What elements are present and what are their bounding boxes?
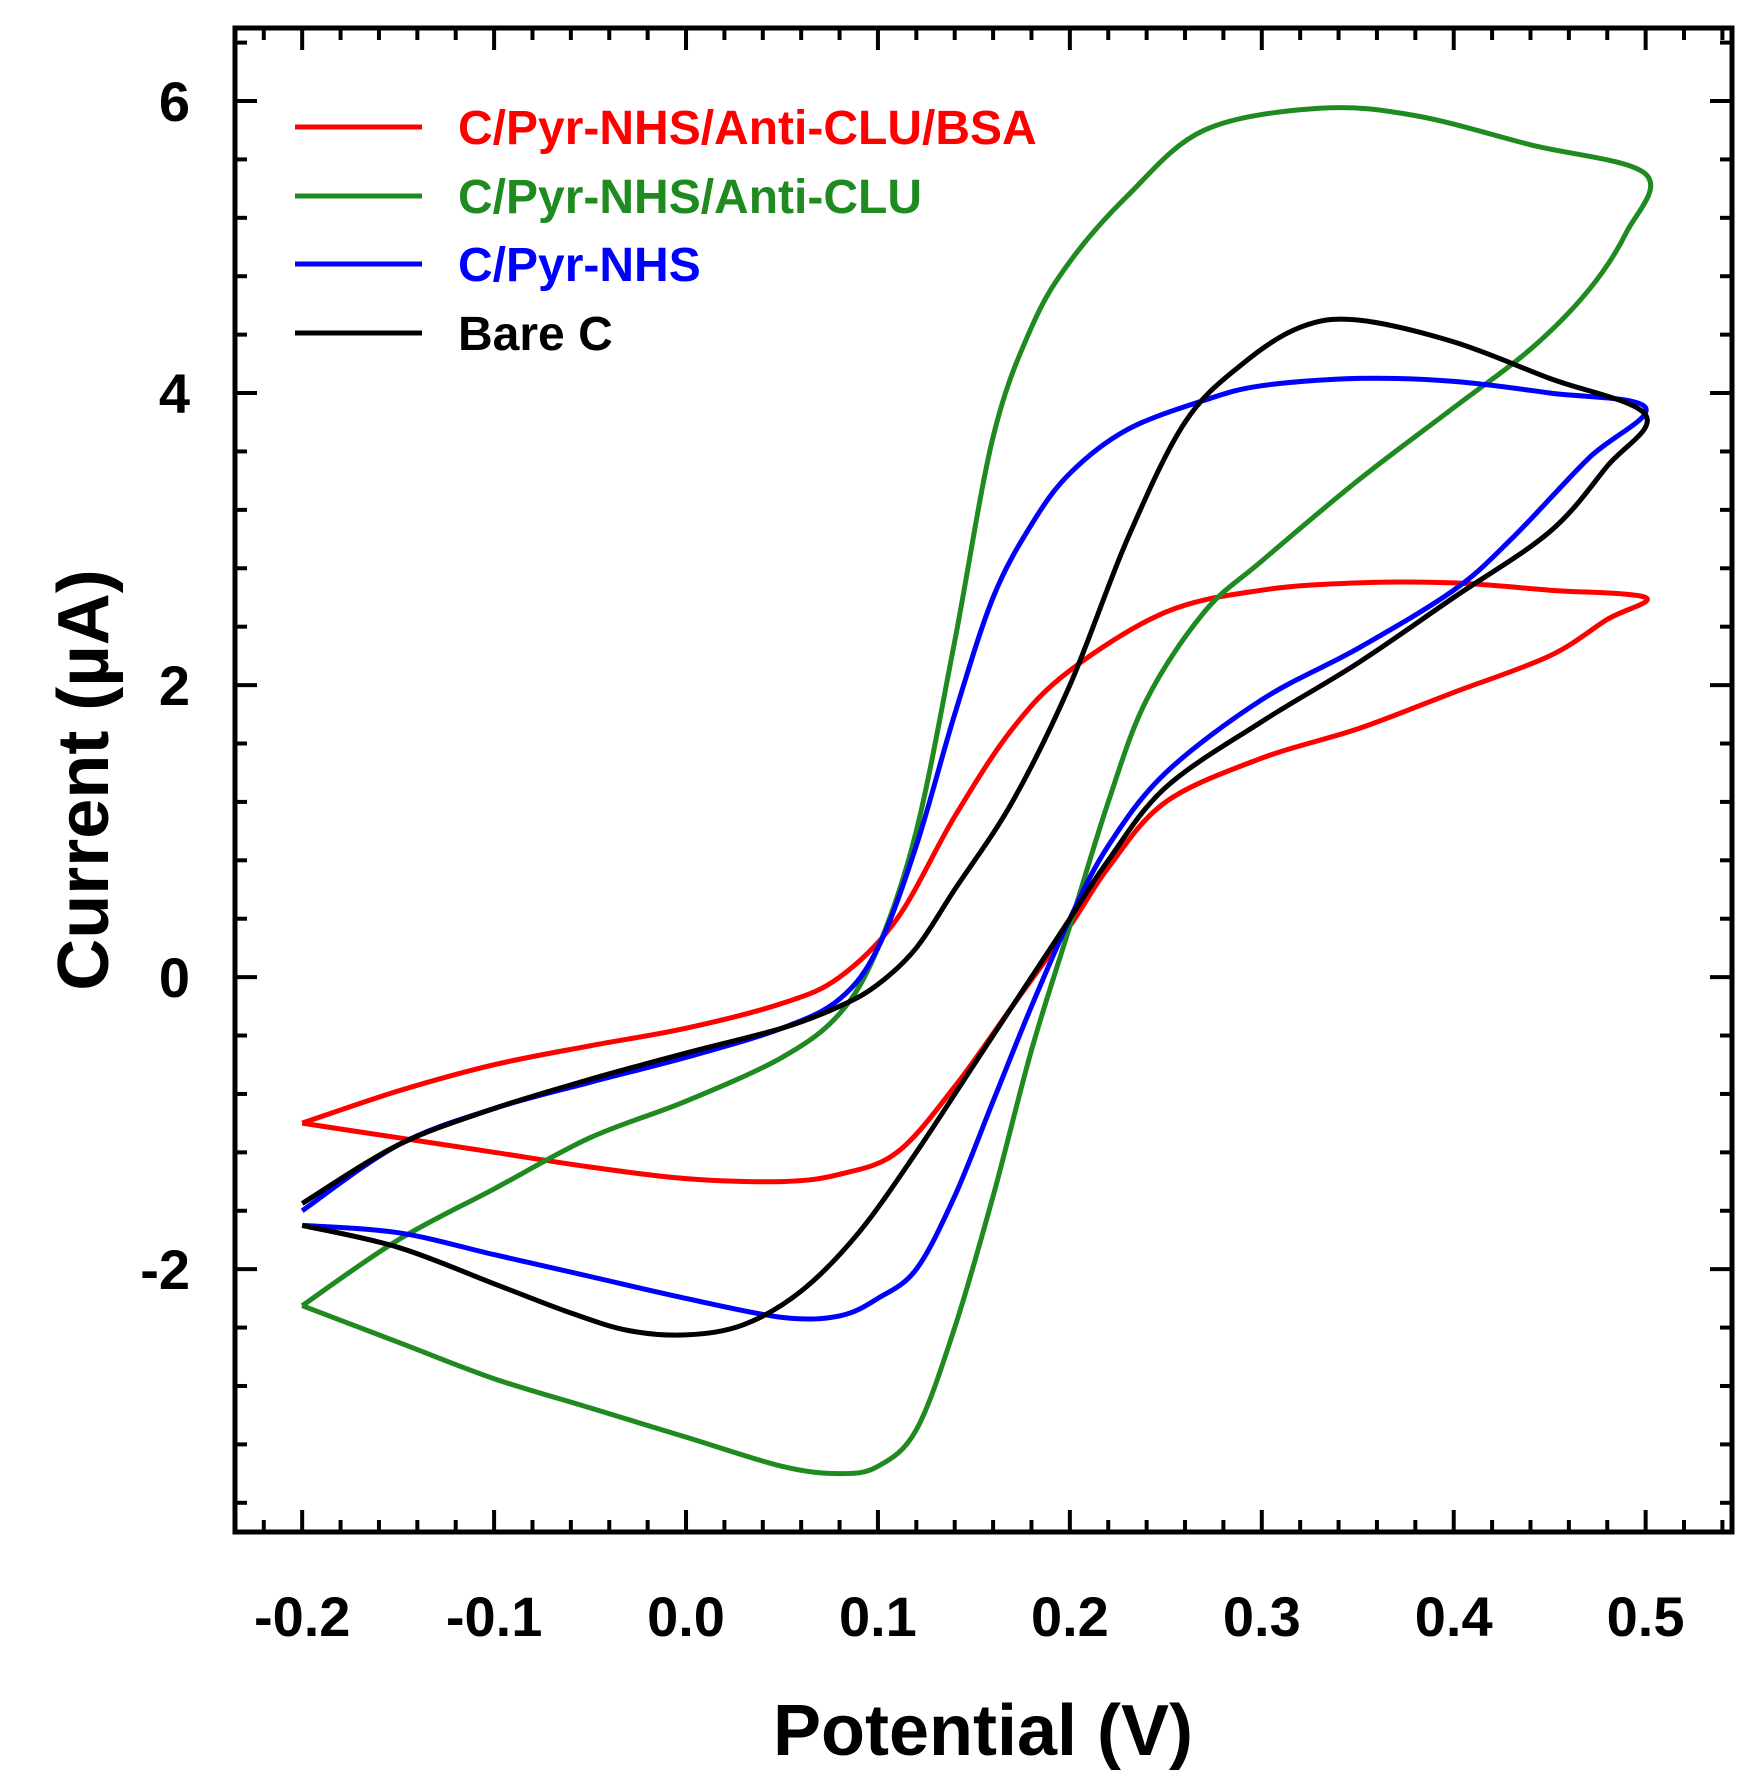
x-tick-label: 0.3 [1223, 1585, 1301, 1648]
legend-entry: Bare C [295, 308, 613, 361]
series-curve [300, 316, 1650, 1338]
legend-entry: C/Pyr-NHS [295, 239, 701, 292]
y-tick-label: 4 [159, 362, 190, 425]
legend-label: Bare C [458, 308, 613, 361]
legend-label: C/Pyr-NHS/Anti-CLU/BSA [458, 102, 1037, 155]
legend: C/Pyr-NHS/Anti-CLU/BSA C/Pyr-NHS/Anti-CL… [295, 102, 1037, 361]
x-tick-labels: -0.2 -0.1 0.0 0.1 0.2 0.3 0.4 0.5 [254, 1585, 1685, 1648]
x-tick-label: 0.4 [1415, 1585, 1493, 1648]
legend-label: C/Pyr-NHS/Anti-CLU [458, 171, 922, 224]
y-tick-label: 2 [159, 654, 190, 717]
y-tick-labels: -2 0 2 4 6 [140, 70, 190, 1301]
series-curve [300, 375, 1649, 1322]
x-tick-label: -0.2 [254, 1585, 351, 1648]
legend-label: C/Pyr-NHS [458, 239, 701, 292]
plot-frame [232, 25, 1735, 1535]
x-axis-title: Potential (V) [773, 1691, 1193, 1771]
x-tick-label: -0.1 [446, 1585, 543, 1648]
series-curve [301, 579, 1650, 1185]
y-axis-title: Current (µA) [44, 569, 124, 990]
x-tick-label: 0.5 [1607, 1585, 1685, 1648]
y-tick-label: 6 [159, 70, 190, 133]
y-tick-label: 0 [159, 946, 190, 1009]
legend-entry: C/Pyr-NHS/Anti-CLU/BSA [295, 102, 1037, 155]
x-tick-label: 0.1 [839, 1585, 917, 1648]
x-tick-label: 0.2 [1031, 1585, 1109, 1648]
x-tick-label: 0.0 [647, 1585, 725, 1648]
y-tick-label: -2 [140, 1238, 190, 1301]
legend-entry: C/Pyr-NHS/Anti-CLU [295, 171, 922, 224]
data-curves [300, 105, 1654, 1477]
